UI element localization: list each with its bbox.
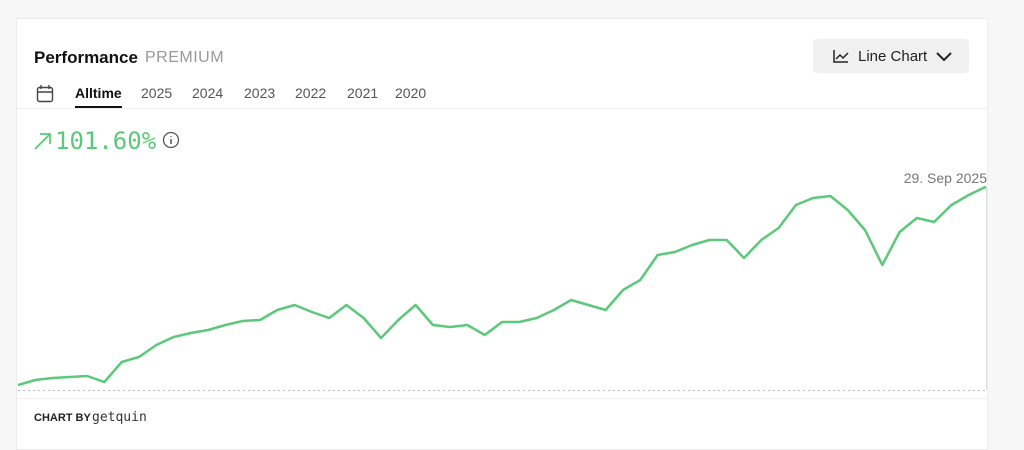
- title: Performance: [34, 48, 138, 67]
- view-icons: [833, 50, 952, 63]
- page: Performance PREMIUM Line Chart Alltime 20…: [16, 18, 988, 450]
- hover-date: 29. Sep 2025: [903, 170, 987, 186]
- footer-divider: [17, 398, 987, 399]
- up-arrow: [34, 133, 51, 150]
- tab[interactable]: 2023: [244, 85, 276, 101]
- performance: 101.60%: [55, 127, 157, 155]
- calendar-icon[interactable]: [36, 84, 56, 104]
- tab[interactable]: 2020: [395, 85, 427, 101]
- tab[interactable]: 2025: [141, 85, 173, 101]
- divider: [17, 108, 987, 109]
- footer-brand: getquin: [92, 410, 147, 425]
- badge: PREMIUM: [145, 49, 225, 66]
- tab[interactable]: Alltime: [75, 85, 122, 108]
- card: Performance PREMIUM Line Chart Alltime 20…: [16, 18, 988, 450]
- chart: [17, 185, 987, 391]
- footer-label: CHART BY: [34, 412, 91, 424]
- view-label: Line Chart: [858, 48, 928, 65]
- view-button[interactable]: Line Chart: [813, 39, 969, 73]
- tab[interactable]: 2022: [295, 85, 327, 101]
- tab[interactable]: 2021: [347, 85, 379, 101]
- info-icon[interactable]: [162, 131, 180, 149]
- performance-line: [17, 185, 987, 387]
- tab[interactable]: 2024: [192, 85, 224, 101]
